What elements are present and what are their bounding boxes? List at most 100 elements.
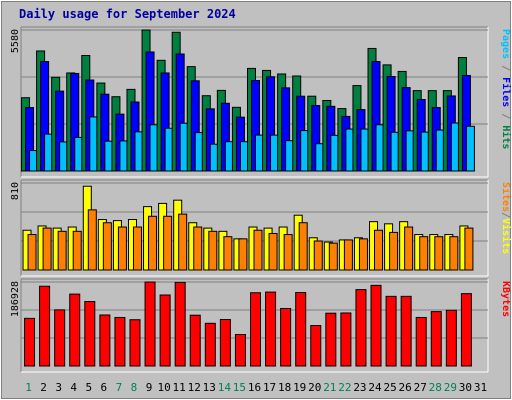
bar-kbytes-kbytes-17	[265, 291, 277, 367]
bar-visits-sites-11	[178, 213, 188, 271]
bar-visits-sites-24	[374, 229, 384, 271]
x-tick-label: 25	[383, 381, 396, 394]
x-tick-label: 30	[459, 381, 472, 394]
bar-kbytes-kbytes-29	[445, 309, 457, 367]
x-tick-label: 6	[101, 381, 108, 394]
bar-visits-sites-8	[132, 226, 142, 271]
bar-visits-sites-30	[464, 227, 474, 271]
legend-kbytes: KBytes	[500, 281, 511, 317]
bar-visits-sites-17	[268, 232, 278, 271]
bar-kbytes-kbytes-30	[460, 293, 472, 367]
bar-kbytes-kbytes-9	[144, 281, 156, 367]
bar-kbytes-kbytes-1	[24, 317, 36, 367]
bar-kbytes-kbytes-23	[355, 289, 367, 367]
bar-hits-pages-30	[465, 125, 475, 172]
bar-visits-sites-14	[223, 236, 233, 271]
x-tick-label: 24	[368, 381, 382, 394]
panel-legend: Sites/Visits	[500, 182, 512, 254]
bar-kbytes-kbytes-24	[370, 284, 382, 367]
x-tick-label: 22	[338, 381, 351, 394]
x-tick-label: 23	[353, 381, 366, 394]
panel-max-label: 810	[10, 182, 21, 200]
x-tick-label: 26	[399, 381, 412, 394]
panel-legend: Pages / Files / Hits	[500, 29, 512, 149]
x-tick-label: 21	[323, 381, 336, 394]
bar-visits-sites-10	[163, 215, 173, 271]
legend-separator: /	[500, 59, 511, 77]
bar-visits-sites-5	[87, 209, 97, 271]
x-tick-label: 13	[203, 381, 216, 394]
chart-panels: 5580 Pages / Files / Hits 810 Sites/Visits 1…	[10, 26, 512, 373]
x-tick-label: 1	[25, 381, 32, 394]
bar-visits-sites-13	[208, 230, 218, 271]
bar-kbytes-kbytes-7	[114, 316, 126, 367]
legend-hits: Hits	[500, 125, 512, 149]
bar-kbytes-kbytes-8	[129, 319, 141, 367]
panel-kbytes: 186928 KBytes	[10, 278, 511, 373]
bar-visits-sites-9	[148, 215, 158, 271]
bar-kbytes-kbytes-25	[385, 295, 397, 367]
legend-separator: /	[500, 107, 511, 125]
bar-visits-sites-25	[389, 231, 399, 271]
x-tick-label: 12	[188, 381, 201, 394]
panel-max-label: 5580	[10, 29, 21, 53]
bar-kbytes-kbytes-28	[430, 311, 442, 367]
bar-visits-sites-28	[434, 236, 444, 271]
bar-kbytes-kbytes-14	[219, 318, 231, 367]
bar-kbytes-kbytes-18	[280, 307, 292, 367]
bar-kbytes-kbytes-2	[39, 285, 51, 367]
x-tick-label: 9	[146, 381, 153, 394]
x-tick-label: 20	[308, 381, 321, 394]
bar-kbytes-kbytes-4	[69, 293, 81, 367]
x-tick-label: 7	[116, 381, 123, 394]
bar-visits-sites-27	[419, 236, 429, 271]
panel-max-label: 186928	[10, 281, 21, 317]
bar-kbytes-kbytes-22	[340, 312, 352, 367]
bar-visits-sites-7	[117, 226, 127, 271]
x-tick-label: 16	[248, 381, 261, 394]
legend-pages: Pages	[500, 29, 511, 59]
bar-kbytes-kbytes-15	[234, 334, 246, 367]
bar-visits-sites-16	[253, 229, 263, 271]
bar-kbytes-kbytes-20	[310, 325, 322, 367]
x-tick-label: 31	[474, 381, 487, 394]
panel-visits: 810 Sites/Visits	[10, 179, 512, 277]
bar-visits-sites-29	[449, 236, 459, 271]
bar-visits-sites-23	[358, 238, 368, 271]
x-tick-label: 10	[157, 381, 170, 394]
bar-kbytes-kbytes-3	[54, 309, 66, 367]
bar-kbytes-kbytes-21	[325, 312, 337, 367]
x-tick-label: 19	[293, 381, 306, 394]
bar-kbytes-kbytes-16	[250, 292, 261, 367]
bar-visits-sites-26	[404, 226, 414, 271]
x-tick-label: 27	[414, 381, 427, 394]
panel-legend: KBytes	[500, 281, 511, 317]
bar-kbytes-kbytes-12	[189, 314, 201, 367]
x-tick-label: 15	[233, 381, 246, 394]
bar-kbytes-kbytes-6	[99, 314, 111, 367]
x-tick-label: 29	[444, 381, 457, 394]
bar-visits-sites-22	[343, 239, 353, 271]
bar-kbytes-kbytes-10	[159, 294, 171, 367]
bar-kbytes-kbytes-5	[84, 301, 96, 367]
bar-visits-sites-18	[283, 234, 293, 271]
x-tick-label: 3	[55, 381, 62, 394]
bar-kbytes-kbytes-26	[400, 295, 412, 367]
x-tick-label: 14	[218, 381, 232, 394]
bar-kbytes-kbytes-19	[295, 292, 307, 367]
x-tick-label: 11	[173, 381, 186, 394]
x-tick-label: 2	[40, 381, 47, 394]
bar-visits-sites-15	[238, 238, 248, 271]
bar-visits-sites-3	[57, 230, 67, 271]
bar-visits-sites-6	[102, 222, 112, 271]
bar-visits-sites-19	[298, 222, 308, 271]
bar-kbytes-kbytes-13	[204, 322, 216, 367]
bar-kbytes-kbytes-11	[174, 281, 186, 367]
legend-sites: Sites	[500, 182, 512, 212]
panel-hits: 5580 Pages / Files / Hits	[10, 26, 512, 178]
bar-visits-sites-20	[313, 240, 323, 271]
bar-visits-sites-4	[72, 230, 82, 271]
chart-title: Daily usage for September 2024	[19, 7, 236, 21]
